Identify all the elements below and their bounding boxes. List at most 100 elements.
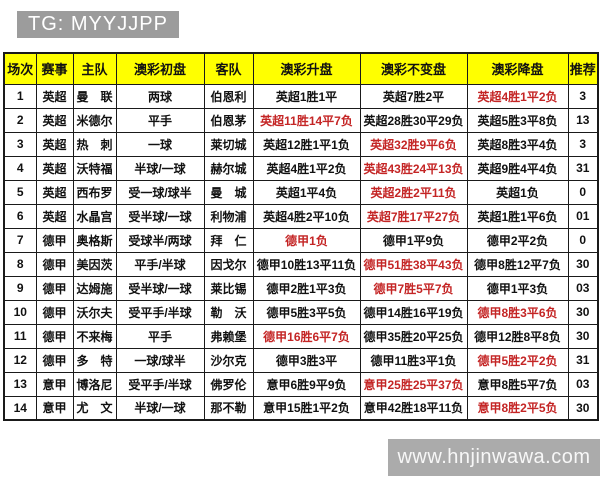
table-row: 7 德甲 奥格斯 受球半/两球拜 仁德甲1负 德甲1平9负 德甲2平2负 0 [3, 227, 599, 253]
table-cell: 英超 [35, 179, 74, 205]
table-cell: 英超1胜1平6负 [466, 203, 569, 229]
table-cell: 赫尔城 [203, 155, 254, 181]
table-cell: 英超 [35, 83, 74, 109]
table-cell: 英超1胜1平 [252, 83, 361, 109]
table-row: 13 意甲 博洛尼 受平手/半球 佛罗伦 意甲6胜9平9负 意甲25胜25平37负 意甲8胜5… [3, 371, 599, 397]
table-cell: 不来梅 [72, 323, 117, 349]
table-cell: 英超8胜3平4负 [466, 131, 569, 157]
table-cell: 1 [3, 83, 37, 109]
column-header: 推荐 [567, 52, 599, 85]
table-cell: 德甲 [35, 275, 74, 301]
table-cell: 一球/球半 [115, 347, 205, 373]
table-cell: 英超28胜30平29负 [359, 107, 468, 133]
table-cell: 德甲16胜6平7负 [252, 323, 361, 349]
table-cell: 30 [567, 323, 599, 349]
table-cell: 曼 联 [72, 83, 117, 109]
table-cell: 英超4胜1平2负 [466, 83, 569, 109]
table-cell: 半球/一球 [115, 395, 205, 421]
odds-table: 场次 赛事 主队 澳彩初盘 客队 澳彩升盘 澳彩不变盘 澳彩降盘 推荐 1 英超曼 联两球 伯恩利英… [3, 52, 599, 421]
table-cell: 半球/一球 [115, 155, 205, 181]
table-cell: 德甲1平9负 [359, 227, 468, 253]
table-cell: 03 [567, 275, 599, 301]
table-cell: 德甲1负 [252, 227, 361, 253]
table-cell: 德甲2胜1平3负 [252, 275, 361, 301]
table-cell: 德甲14胜16平19负 [359, 299, 468, 325]
table-cell: 水晶宫 [72, 203, 117, 229]
table-cell: 英超 [35, 131, 74, 157]
odds-table-container: 场次 赛事 主队 澳彩初盘 客队 澳彩升盘 澳彩不变盘 澳彩降盘 推荐 1 英超曼 联两球 伯恩利英… [3, 52, 599, 421]
table-cell: 英超11胜14平7负 [252, 107, 361, 133]
table-cell: 英超43胜24平13负 [359, 155, 468, 181]
table-cell: 佛罗伦 [203, 371, 254, 397]
table-cell: 01 [567, 203, 599, 229]
table-row: 3 英超热 刺一球 莱切城 英超12胜1平1负 英超32胜9平6负 英超8胜3平4负 3 [3, 131, 599, 157]
table-cell: 弗赖堡 [203, 323, 254, 349]
table-cell: 0 [567, 227, 599, 253]
table-cell: 5 [3, 179, 37, 205]
table-row: 10 德甲 沃尔夫 受平手/半球勒 沃德甲5胜3平5负 德甲14胜16平19负 德甲8胜3… [3, 299, 599, 325]
table-cell: 意甲 [35, 371, 74, 397]
table-row: 4 英超 沃特福 半球/一球 赫尔城 英超4胜1平2负 英超43胜24平13负 英超9胜4平4… [3, 155, 599, 181]
table-cell: 因戈尔 [203, 251, 254, 277]
table-cell: 德甲 [35, 323, 74, 349]
table-cell: 米德尔 [72, 107, 117, 133]
table-row: 9 德甲 达姆施 受半球/一球 莱比锡 德甲2胜1平3负 德甲7胜5平7负 德甲1平3负 03 [3, 275, 599, 301]
table-cell: 3 [567, 83, 599, 109]
table-cell: 0 [567, 179, 599, 205]
page-title: TG: MYYJJPP [17, 11, 179, 38]
table-cell: 30 [567, 299, 599, 325]
table-cell: 英超4胜2平10负 [252, 203, 361, 229]
watermark: www.hnjinwawa.com [388, 439, 600, 476]
table-cell: 德甲5胜2平2负 [466, 347, 569, 373]
column-header: 澳彩升盘 [252, 52, 361, 85]
table-cell: 受半球/一球 [115, 275, 205, 301]
table-cell: 11 [3, 323, 37, 349]
table-cell: 英超4胜1平2负 [252, 155, 361, 181]
table-cell: 受平手/半球 [115, 371, 205, 397]
table-cell: 31 [567, 347, 599, 373]
table-cell: 德甲35胜20平25负 [359, 323, 468, 349]
odds-table-body: 1 英超曼 联两球 伯恩利 英超1胜1平 英超7胜2平 英超4胜1平2负 3 2 英超 米德尔 平手… [3, 83, 599, 421]
table-cell: 受半球/一球 [115, 203, 205, 229]
table-cell: 伯恩利 [203, 83, 254, 109]
table-cell: 英超12胜1平1负 [252, 131, 361, 157]
table-cell: 美因茨 [72, 251, 117, 277]
table-cell: 沙尔克 [203, 347, 254, 373]
table-cell: 平手 [115, 107, 205, 133]
table-cell: 30 [567, 251, 599, 277]
table-cell: 德甲3胜3平 [252, 347, 361, 373]
table-cell: 6 [3, 203, 37, 229]
table-cell: 德甲8胜12平7负 [466, 251, 569, 277]
table-row: 1 英超曼 联两球 伯恩利 英超1胜1平 英超7胜2平 英超4胜1平2负 3 [3, 83, 599, 109]
table-cell: 意甲8胜2平5负 [466, 395, 569, 421]
table-cell: 意甲8胜5平7负 [466, 371, 569, 397]
table-cell: 德甲1平3负 [466, 275, 569, 301]
table-row: 2 英超 米德尔 平手 伯恩茅 英超11胜14平7负 英超28胜30平29负 英超5胜3平8负… [3, 107, 599, 133]
column-header: 澳彩不变盘 [359, 52, 468, 85]
table-cell: 德甲2平2负 [466, 227, 569, 253]
table-cell: 德甲5胜3平5负 [252, 299, 361, 325]
table-cell: 31 [567, 155, 599, 181]
table-cell: 多 特 [72, 347, 117, 373]
table-cell: 10 [3, 299, 37, 325]
table-row: 5 英超 西布罗 受一球/球半曼 城英超1平4负 英超2胜2平11负 英超1负 0 [3, 179, 599, 205]
table-cell: 博洛尼 [72, 371, 117, 397]
table-cell: 两球 [115, 83, 205, 109]
table-cell: 13 [567, 107, 599, 133]
table-cell: 3 [567, 131, 599, 157]
header-row: 场次 赛事 主队 澳彩初盘 客队 澳彩升盘 澳彩不变盘 澳彩降盘 推荐 [3, 52, 599, 85]
column-header: 赛事 [35, 52, 74, 85]
table-cell: 沃尔夫 [72, 299, 117, 325]
table-cell: 德甲12胜8平8负 [466, 323, 569, 349]
table-cell: 英超 [35, 155, 74, 181]
table-cell: 30 [567, 395, 599, 421]
column-header: 主队 [72, 52, 117, 85]
table-cell: 13 [3, 371, 37, 397]
table-cell: 03 [567, 371, 599, 397]
table-cell: 意甲25胜25平37负 [359, 371, 468, 397]
table-cell: 2 [3, 107, 37, 133]
table-cell: 14 [3, 395, 37, 421]
table-cell: 意甲42胜18平11负 [359, 395, 468, 421]
table-cell: 英超9胜4平4负 [466, 155, 569, 181]
odds-table-header: 场次 赛事 主队 澳彩初盘 客队 澳彩升盘 澳彩不变盘 澳彩降盘 推荐 [3, 52, 599, 85]
